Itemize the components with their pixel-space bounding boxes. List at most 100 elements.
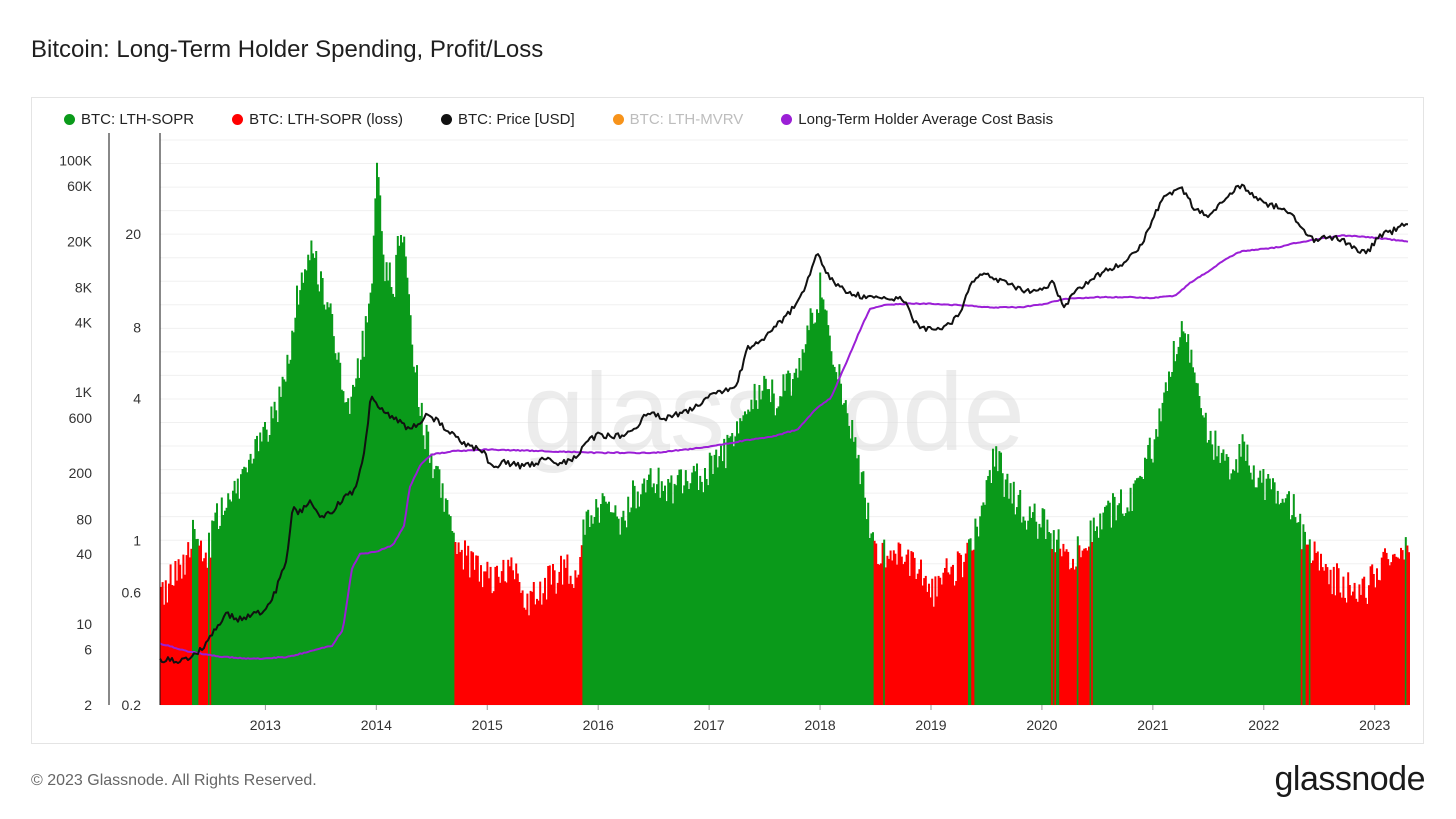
sopr-loss-bar <box>1377 579 1380 705</box>
sopr-profit-bar <box>270 406 273 705</box>
sopr-loss-bar <box>473 569 476 705</box>
sopr-profit-bar <box>1145 458 1148 705</box>
sopr-profit-bar <box>984 504 986 705</box>
sopr-profit-bar <box>620 517 623 705</box>
sopr-loss-bar <box>1403 559 1406 705</box>
chart-frame <box>31 97 1424 744</box>
sopr-loss-bar <box>185 555 188 705</box>
sopr-profit-bar <box>246 472 249 705</box>
price-tick-label: 4K <box>75 314 93 330</box>
sopr-loss-bar <box>908 575 911 705</box>
sopr-profit-bar <box>220 497 223 705</box>
legend-swatch <box>440 114 452 125</box>
sopr-profit-bar <box>355 378 358 705</box>
sopr-loss-bar <box>1064 551 1066 705</box>
sopr-profit-bar <box>1233 470 1236 705</box>
sopr-loss-bar <box>488 578 490 705</box>
sopr-profit-bar <box>1152 462 1154 705</box>
sopr-profit-bar <box>265 429 268 705</box>
sopr-loss-bar <box>1054 552 1057 705</box>
sopr-loss-bar <box>878 564 881 705</box>
sopr-profit-bar <box>1156 436 1159 705</box>
sopr-profit-bar <box>819 272 822 705</box>
price-tick-label: 8K <box>75 280 93 296</box>
sopr-profit-bar <box>1131 511 1134 705</box>
legend-item-price[interactable]: BTC: Price [USD] <box>440 111 575 128</box>
sopr-profit-bar <box>438 469 441 705</box>
sopr-loss-bar <box>566 554 569 705</box>
legend-item-lth-mvrv[interactable]: BTC: LTH-MVRV <box>612 111 743 128</box>
legend-item-lth-sopr[interactable]: BTC: LTH-SOPR <box>64 111 194 128</box>
sopr-loss-bar <box>1336 563 1338 705</box>
sopr-loss-bar <box>1392 554 1394 705</box>
sopr-profit-bar <box>809 308 812 705</box>
sopr-loss-bar <box>873 540 876 705</box>
sopr-profit-bar <box>256 435 258 705</box>
sopr-profit-bar <box>1206 442 1209 705</box>
sopr-profit-bar <box>782 374 785 705</box>
sopr-profit-bar <box>363 356 366 705</box>
sopr-loss-bar <box>1384 548 1386 705</box>
sopr-loss-bar <box>502 559 505 705</box>
sopr-profit-bar <box>384 281 386 705</box>
sopr-profit-bar <box>742 415 745 705</box>
sopr-profit-bar <box>792 379 794 705</box>
sopr-profit-bar <box>196 538 199 705</box>
sopr-profit-bar <box>259 432 262 705</box>
sopr-profit-bar <box>788 373 791 705</box>
sopr-profit-bar <box>385 262 388 705</box>
legend-item-lth-sopr-loss[interactable]: BTC: LTH-SOPR (loss) <box>232 111 403 128</box>
sopr-profit-bar <box>883 539 886 705</box>
sopr-loss-bar <box>886 555 889 705</box>
sopr-loss-bar <box>1075 566 1078 705</box>
sopr-profit-bar <box>726 434 729 705</box>
sopr-loss-bar <box>921 585 924 705</box>
x-tick-label: 2020 <box>1026 717 1057 733</box>
sopr-profit-bar <box>716 467 719 705</box>
sopr-profit-bar <box>816 309 818 705</box>
sopr-profit-bar <box>292 332 295 705</box>
sopr-profit-bar <box>988 470 991 705</box>
sopr-profit-bar <box>1017 494 1020 705</box>
sopr-loss-bar <box>1348 585 1351 705</box>
sopr-loss-bar <box>164 580 167 705</box>
sopr-profit-bar <box>286 354 289 705</box>
sopr-profit-bar <box>683 485 686 705</box>
sopr-profit-bar <box>689 483 692 705</box>
sopr-profit-bar <box>870 533 873 705</box>
sopr-profit-bar <box>1000 452 1002 705</box>
sopr-loss-bar <box>545 599 548 705</box>
sopr-profit-bar <box>1136 478 1138 705</box>
sopr-profit-bar <box>1166 391 1169 705</box>
sopr-profit-bar <box>1264 500 1266 705</box>
sopr-profit-bar <box>798 358 801 705</box>
sopr-loss-bar <box>534 604 537 705</box>
sopr-profit-bar <box>1243 441 1246 705</box>
sopr-profit-bar <box>1014 514 1017 705</box>
sopr-loss-bar <box>888 558 890 705</box>
sopr-profit-bar <box>217 529 220 705</box>
sopr-loss-bar <box>499 582 502 705</box>
sopr-profit-bar <box>262 426 265 705</box>
sopr-profit-bar <box>744 411 746 705</box>
sopr-profit-bar <box>827 325 830 705</box>
sopr-profit-bar <box>307 254 310 705</box>
sopr-loss-bar <box>540 604 543 705</box>
sopr-profit-bar <box>1057 529 1060 705</box>
sopr-profit-bar <box>1097 537 1100 705</box>
sopr-profit-bar <box>659 497 662 705</box>
sopr-profit-bar <box>793 372 796 705</box>
sopr-profit-bar <box>297 304 300 705</box>
sopr-loss-bar <box>1408 552 1410 705</box>
sopr-profit-bar <box>688 489 690 705</box>
sopr-loss-bar <box>1361 578 1364 705</box>
sopr-profit-bar <box>841 404 844 705</box>
sopr-profit-bar <box>843 403 846 705</box>
sopr-loss-bar <box>454 542 457 705</box>
sopr-loss-bar <box>1396 557 1399 705</box>
sopr-loss-bar <box>529 590 532 705</box>
sopr-profit-bar <box>633 485 636 705</box>
legend-item-cost-basis[interactable]: Long-Term Holder Average Cost Basis <box>781 111 1053 128</box>
sopr-loss-bar <box>1329 569 1332 705</box>
sopr-profit-bar <box>852 441 855 705</box>
